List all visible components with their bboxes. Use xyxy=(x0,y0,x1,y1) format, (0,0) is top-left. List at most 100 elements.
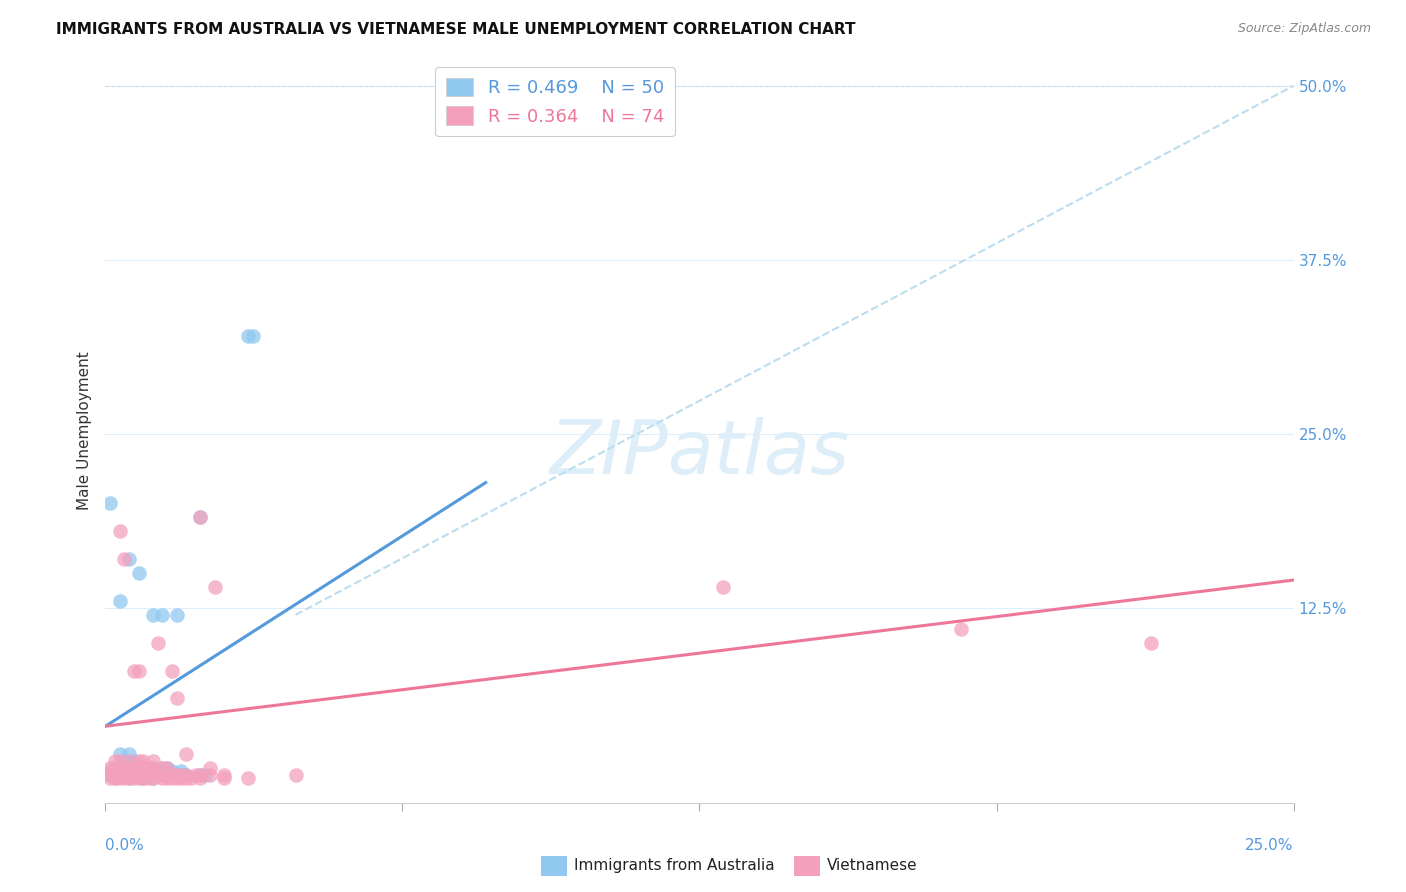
Text: Source: ZipAtlas.com: Source: ZipAtlas.com xyxy=(1237,22,1371,36)
Point xyxy=(190,768,212,782)
Point xyxy=(156,768,179,782)
Point xyxy=(114,768,136,782)
Point xyxy=(170,764,193,778)
Point xyxy=(98,768,121,782)
Point xyxy=(160,764,183,778)
Point xyxy=(118,754,141,768)
Y-axis label: Male Unemployment: Male Unemployment xyxy=(76,351,91,509)
Point xyxy=(114,754,136,768)
Point xyxy=(146,764,169,778)
Point xyxy=(184,768,207,782)
Point xyxy=(152,768,174,782)
Point xyxy=(104,768,127,782)
Point xyxy=(122,768,145,782)
Point xyxy=(142,761,165,775)
Legend: R = 0.469    N = 50, R = 0.364    N = 74: R = 0.469 N = 50, R = 0.364 N = 74 xyxy=(436,67,675,136)
Point xyxy=(122,761,145,775)
Point xyxy=(214,768,236,782)
Point xyxy=(98,761,121,775)
Point xyxy=(118,771,141,785)
Point xyxy=(174,768,197,782)
Point xyxy=(166,691,188,706)
Point xyxy=(132,771,155,785)
Point xyxy=(118,768,141,782)
Point xyxy=(152,771,174,785)
Point xyxy=(142,771,165,785)
Point xyxy=(98,496,121,510)
Point xyxy=(136,768,159,782)
Point xyxy=(152,768,174,782)
Point xyxy=(146,768,169,782)
Point xyxy=(108,524,131,539)
Point xyxy=(156,761,179,775)
Point xyxy=(160,771,183,785)
Point xyxy=(128,664,150,678)
Point xyxy=(108,761,131,775)
Point xyxy=(98,764,121,778)
Point xyxy=(236,771,259,785)
Point xyxy=(118,552,141,566)
Point xyxy=(204,580,226,594)
Point xyxy=(156,761,179,775)
Point xyxy=(122,771,145,785)
Point xyxy=(160,664,183,678)
Point xyxy=(142,771,165,785)
Point xyxy=(108,771,131,785)
Point xyxy=(114,761,136,775)
Point xyxy=(98,768,121,782)
Point xyxy=(128,754,150,768)
Point xyxy=(142,761,165,775)
Point xyxy=(104,754,127,768)
Text: 25.0%: 25.0% xyxy=(1246,838,1294,853)
Point xyxy=(190,771,212,785)
Point xyxy=(142,768,165,782)
Point xyxy=(142,768,165,782)
Point xyxy=(142,607,165,622)
Point xyxy=(128,771,150,785)
Point xyxy=(118,747,141,761)
Point xyxy=(190,510,212,524)
Point xyxy=(198,761,221,775)
Text: Immigrants from Australia: Immigrants from Australia xyxy=(574,858,775,872)
Point xyxy=(108,761,131,775)
Point xyxy=(242,329,264,343)
Point xyxy=(146,768,169,782)
Point xyxy=(284,768,307,782)
Point xyxy=(132,761,155,775)
Text: IMMIGRANTS FROM AUSTRALIA VS VIETNAMESE MALE UNEMPLOYMENT CORRELATION CHART: IMMIGRANTS FROM AUSTRALIA VS VIETNAMESE … xyxy=(56,22,856,37)
Point xyxy=(160,768,183,782)
Point xyxy=(166,768,188,782)
Point xyxy=(214,771,236,785)
Point xyxy=(128,768,150,782)
Point xyxy=(118,761,141,775)
Point xyxy=(108,594,131,608)
Point xyxy=(132,754,155,768)
Point xyxy=(128,566,150,580)
Point xyxy=(174,747,197,761)
Point xyxy=(136,761,159,775)
Point xyxy=(118,768,141,782)
Point xyxy=(166,768,188,782)
Point xyxy=(118,771,141,785)
Point xyxy=(166,607,188,622)
Point xyxy=(98,768,121,782)
Point xyxy=(132,771,155,785)
Point xyxy=(170,768,193,782)
Point xyxy=(108,768,131,782)
Point xyxy=(122,761,145,775)
Point xyxy=(104,761,127,775)
Point xyxy=(118,764,141,778)
Point xyxy=(128,761,150,775)
Point xyxy=(128,761,150,775)
Point xyxy=(190,510,212,524)
Point xyxy=(156,768,179,782)
Text: ZIPatlas: ZIPatlas xyxy=(550,417,849,489)
Point xyxy=(146,636,169,650)
Point xyxy=(1140,636,1163,650)
Point xyxy=(194,768,217,782)
Point xyxy=(711,580,734,594)
Point xyxy=(132,764,155,778)
Text: Vietnamese: Vietnamese xyxy=(827,858,917,872)
Point xyxy=(156,771,179,785)
Point xyxy=(152,761,174,775)
